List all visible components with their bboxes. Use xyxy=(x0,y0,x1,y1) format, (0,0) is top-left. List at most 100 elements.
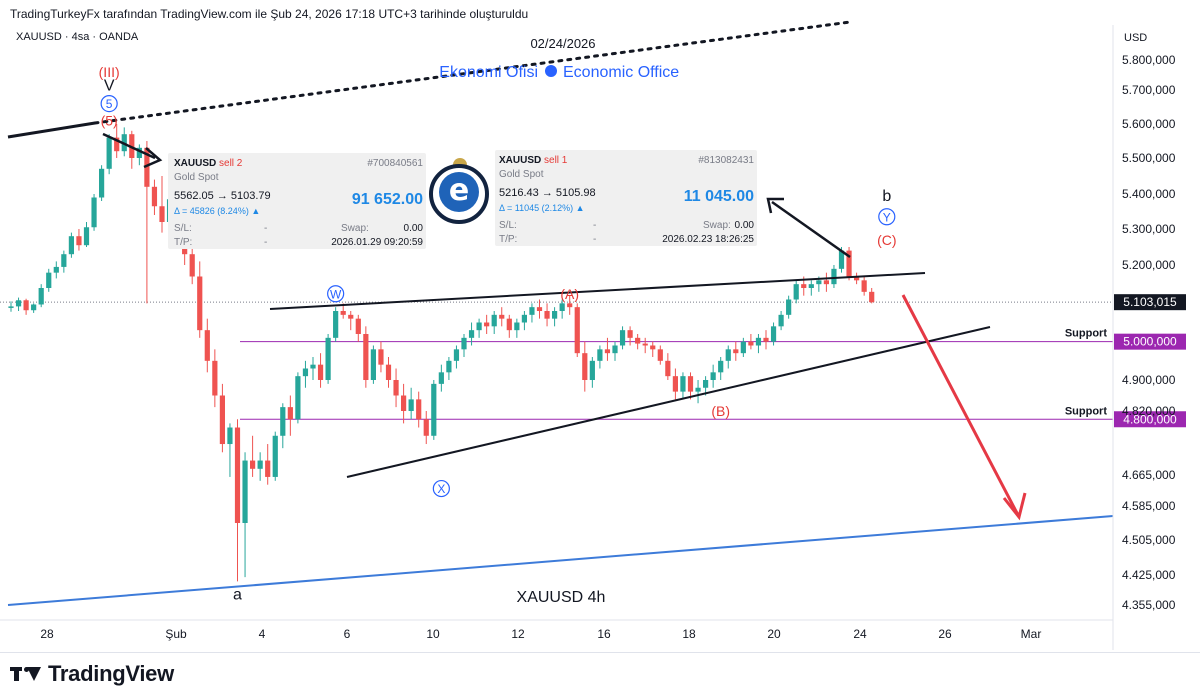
candle-body xyxy=(703,380,709,388)
candle-body xyxy=(627,330,633,338)
candle-body xyxy=(567,303,573,308)
wave-label-circle-icon xyxy=(432,479,450,498)
candle-body xyxy=(604,349,611,354)
time-tick-label: 12 xyxy=(511,627,525,641)
price-tick-label: 4.665,000 xyxy=(1122,468,1176,482)
candle-body xyxy=(695,387,701,392)
candle-body xyxy=(854,276,860,281)
last-price-label: 5.103,015 xyxy=(1123,295,1177,309)
candle-body xyxy=(257,460,263,469)
candle-body xyxy=(106,137,112,169)
card-delta: Δ = 11045 (2.12%) ▲ xyxy=(499,203,585,213)
candle-body xyxy=(657,349,663,361)
candle-body xyxy=(718,360,724,373)
candle-body xyxy=(401,395,407,411)
wave-label: V xyxy=(104,78,115,95)
price-tick-label: 5.300,000 xyxy=(1122,222,1176,236)
candle-body xyxy=(672,376,678,392)
card-timestamp: 2026.02.23 18:26:25 xyxy=(662,234,754,245)
candle-body xyxy=(755,337,762,346)
candle-body xyxy=(317,364,324,380)
candle-body xyxy=(378,349,384,365)
card-instrument: Gold Spot xyxy=(174,172,219,183)
candle-body xyxy=(370,349,376,380)
support-price-label: 4.800,000 xyxy=(1123,412,1177,426)
candle-body xyxy=(484,322,490,327)
card-swap-label: Swap: xyxy=(341,223,369,234)
arrow-head-card-2 xyxy=(766,197,784,214)
price-tick-label: 4.505,000 xyxy=(1122,533,1176,547)
candle-body xyxy=(416,399,422,420)
time-tick-label: Şub xyxy=(165,627,187,641)
candle-body xyxy=(816,280,822,285)
candle-body xyxy=(612,345,618,354)
candle-body xyxy=(114,137,120,152)
candle-body xyxy=(710,372,716,380)
candle-body xyxy=(808,284,814,288)
candle-body xyxy=(552,311,558,319)
candle-body xyxy=(574,307,580,354)
candle-body xyxy=(234,427,241,523)
candle-body xyxy=(786,299,792,315)
trendline-top-left xyxy=(7,121,96,139)
card-sl-value: - xyxy=(593,220,597,231)
arrow-head-card-1 xyxy=(143,147,163,169)
wave-label: (C) xyxy=(877,232,896,248)
candle-body xyxy=(83,227,90,246)
candle-body xyxy=(725,349,731,361)
candle-body xyxy=(740,341,746,354)
trade-card-sell-1: XAUUSD sell 1 #813082431 Gold Spot 5216.… xyxy=(495,150,757,246)
card-prices: 5562.05 → 5103.79 xyxy=(174,190,271,202)
last-price-badge xyxy=(1114,294,1186,311)
candle-body xyxy=(144,147,150,187)
candle-body xyxy=(265,460,271,477)
candle-body xyxy=(385,364,392,380)
card-swap-label: Swap: xyxy=(703,220,731,231)
wave-label-circle-icon xyxy=(100,94,118,113)
candle-body xyxy=(642,343,648,346)
time-tick-label: 6 xyxy=(344,627,351,641)
candle-body xyxy=(461,337,467,350)
wave-label: Y xyxy=(883,210,891,224)
candle-body xyxy=(212,360,218,396)
card-timestamp: 2026.01.29 09:20:59 xyxy=(331,237,423,248)
candle-body xyxy=(838,250,845,269)
price-tick-label: 4.585,000 xyxy=(1122,499,1176,513)
candle-body xyxy=(325,337,331,380)
candle-body xyxy=(295,376,301,420)
card-tp-value: - xyxy=(264,237,268,248)
candle-body xyxy=(408,399,414,411)
candle-body xyxy=(423,419,429,436)
dotted-channel-line xyxy=(93,20,852,125)
candle-body xyxy=(8,306,14,308)
candle-body xyxy=(363,334,369,380)
candle-body xyxy=(529,307,535,315)
wave-label: X xyxy=(437,482,445,496)
card-instrument: Gold Spot xyxy=(499,169,544,180)
card-title: XAUUSD sell 1 xyxy=(499,155,568,166)
trade-card-sell-2: XAUUSD sell 2 #700840561 Gold Spot 5562.… xyxy=(168,153,426,249)
watermark-left: Ekonomi Ofisi xyxy=(439,64,538,81)
candle-body xyxy=(302,368,309,377)
candle-body xyxy=(665,360,671,377)
symbol-info[interactable]: XAUUSD · 4sa · OANDA xyxy=(16,31,139,43)
tradingview-brand: TradingView xyxy=(48,661,174,686)
candle-body xyxy=(219,395,225,445)
price-tick-label: 4.900,000 xyxy=(1122,373,1176,387)
candle-body xyxy=(559,303,565,311)
candle-body xyxy=(38,288,44,305)
time-tick-label: 20 xyxy=(767,627,781,641)
card-tp-value: - xyxy=(593,234,597,245)
candle-body xyxy=(333,311,339,338)
time-tick-label: 24 xyxy=(853,627,867,641)
tradingview-logo[interactable]: TradingView xyxy=(10,661,174,687)
candle-body xyxy=(31,304,37,311)
card-title: XAUUSD sell 2 xyxy=(174,158,243,169)
chart-title: XAUUSD 4h xyxy=(517,589,606,606)
price-tick-label: 5.700,000 xyxy=(1122,83,1176,97)
candle-body xyxy=(514,322,520,331)
wave-label: a xyxy=(233,586,242,603)
candle-body xyxy=(763,337,769,342)
candle-body xyxy=(68,236,74,255)
